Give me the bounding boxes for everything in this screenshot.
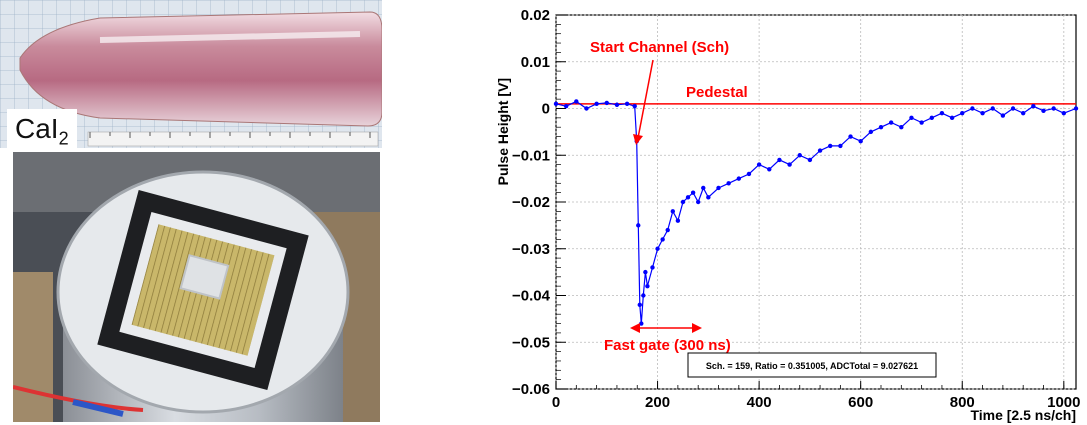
data-point	[736, 176, 742, 181]
y-tick-label: −0.06	[512, 381, 550, 398]
data-point	[817, 148, 823, 153]
data-point	[624, 101, 630, 107]
data-point	[848, 134, 853, 139]
data-point	[594, 101, 599, 107]
data-point	[899, 125, 904, 130]
data-point	[1010, 106, 1016, 111]
x-tick-label: 200	[645, 394, 670, 411]
data-points	[553, 99, 1079, 326]
data-point	[650, 265, 655, 270]
data-point	[888, 120, 894, 125]
data-point	[726, 181, 731, 186]
data-point	[1041, 108, 1046, 114]
data-point	[643, 269, 648, 275]
data-point	[919, 120, 924, 125]
data-point	[929, 115, 934, 121]
pulse-chart: 0 200 400 600 800 1000 −0.06 −0.05 −0.04 −0.03 −0.…	[490, 0, 1087, 425]
data-point	[1020, 110, 1026, 116]
y-axis-label: Pulse Height [V]	[495, 78, 511, 185]
data-point	[680, 199, 686, 205]
data-point	[665, 227, 670, 233]
data-point	[828, 143, 833, 149]
fast-gate-arrow-right	[692, 323, 702, 333]
annotation-pedestal: Pedestal	[686, 84, 748, 101]
data-point	[604, 100, 609, 106]
data-point	[670, 209, 675, 214]
y-tick-label: −0.04	[512, 288, 551, 305]
data-point	[641, 293, 646, 298]
data-point	[838, 143, 843, 149]
ticks: 0 200 400 600 800 1000 −0.06 −0.05 −0.04 −0.03 −0.…	[512, 7, 1080, 411]
data-point	[1031, 103, 1036, 109]
x-tick-label: 0	[552, 394, 560, 411]
stats-text: Sch. = 159, Ratio = 0.351005, ADCTotal =…	[706, 361, 918, 371]
data-point	[980, 110, 985, 116]
data-point	[949, 115, 955, 121]
data-point	[746, 171, 752, 177]
data-point	[632, 103, 637, 109]
series-line	[555, 100, 1077, 324]
data-point	[716, 185, 721, 191]
data-point	[553, 101, 559, 107]
annotation-arrow	[637, 59, 654, 139]
grid	[555, 14, 1076, 390]
data-point	[787, 162, 792, 167]
detector-photo	[13, 152, 380, 422]
data-point	[660, 237, 665, 242]
data-point	[767, 167, 772, 172]
y-tick-label: −0.01	[512, 147, 550, 164]
cai2-crystal-photo: CaI2	[0, 0, 382, 148]
data-point	[685, 195, 691, 200]
y-tick-label: −0.03	[512, 241, 550, 258]
y-tick-label: −0.05	[512, 334, 550, 351]
x-axis-label: Time [2.5 ns/ch]	[970, 407, 1076, 423]
data-point	[909, 115, 914, 121]
x-tick-label: 600	[848, 394, 873, 411]
data-point	[574, 99, 579, 104]
data-point	[701, 185, 706, 191]
data-point	[990, 106, 995, 111]
data-point	[970, 106, 975, 111]
y-tick-label: −0.02	[512, 194, 550, 211]
data-point	[563, 103, 569, 109]
data-point	[868, 129, 874, 135]
data-point	[614, 102, 620, 107]
data-point	[637, 302, 642, 308]
arrow-head	[633, 134, 643, 145]
data-point	[858, 139, 863, 144]
data-point	[695, 199, 701, 205]
data-point	[706, 195, 711, 200]
data-point	[960, 110, 965, 116]
y-tick-label: 0.02	[521, 7, 550, 24]
annotation-start-channel: Start Channel (Sch)	[590, 39, 729, 56]
data-point	[675, 218, 681, 223]
data-point	[1061, 110, 1067, 116]
data-point	[1051, 106, 1056, 111]
data-point	[777, 157, 782, 163]
annotation-fast-gate: Fast gate (300 ns)	[604, 337, 731, 354]
data-point	[655, 246, 660, 251]
data-point	[690, 190, 696, 195]
data-point	[807, 157, 813, 163]
data-point	[636, 223, 641, 228]
data-point	[797, 153, 802, 158]
data-point	[645, 283, 650, 289]
y-tick-label: 0	[542, 101, 550, 118]
data-point	[939, 110, 945, 116]
data-point	[1000, 113, 1006, 118]
fast-gate-arrow-left	[630, 323, 640, 333]
x-tick-label: 400	[747, 394, 772, 411]
y-tick-label: 0.01	[521, 54, 550, 71]
data-point	[756, 162, 762, 167]
x-tick-label: 800	[950, 394, 975, 411]
x-tick-label: 1000	[1047, 394, 1080, 411]
data-point	[1073, 106, 1079, 111]
crystal-label: CaI2	[7, 109, 77, 148]
data-point	[584, 106, 589, 111]
data-point	[639, 321, 644, 326]
stats-box	[687, 352, 937, 378]
data-point	[878, 125, 884, 130]
